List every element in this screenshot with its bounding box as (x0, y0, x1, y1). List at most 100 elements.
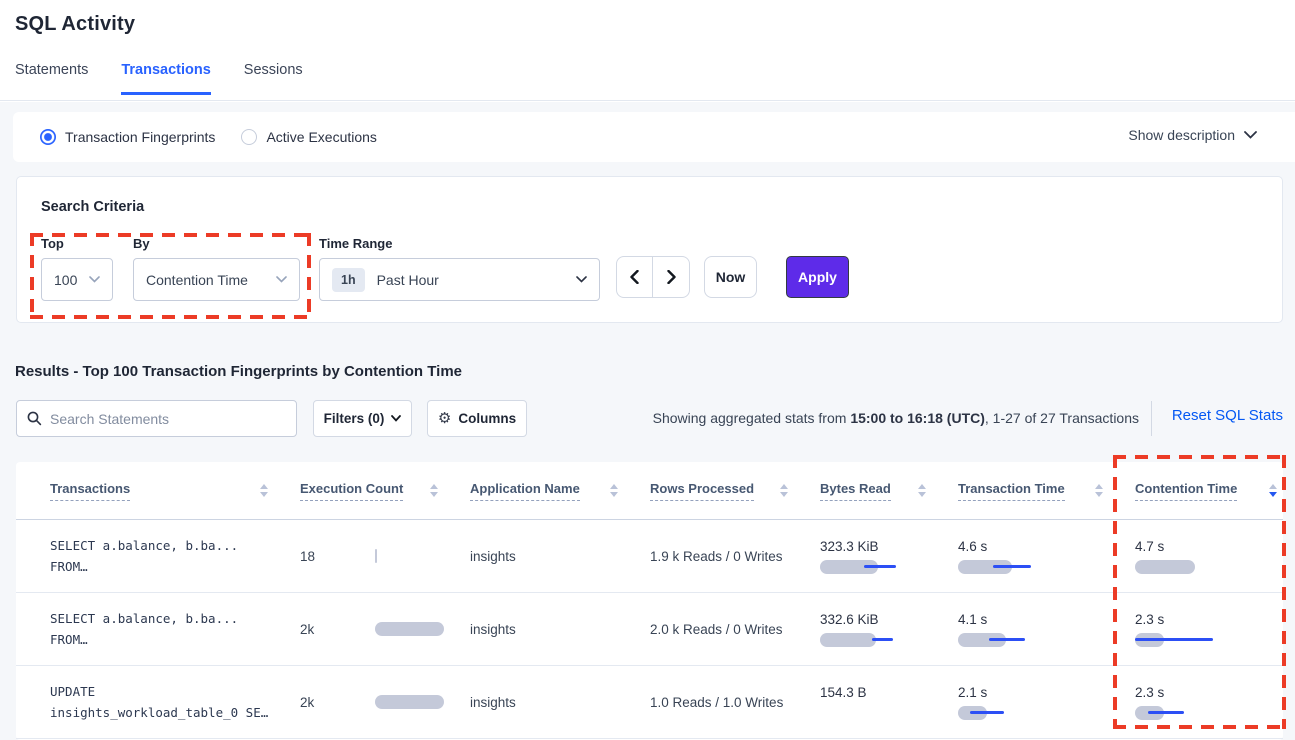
by-select-value: Contention Time (146, 271, 248, 288)
statement-line-1: SELECT a.balance, b.ba... (50, 538, 239, 553)
contention-time-cell-bar-chart (1135, 559, 1283, 574)
sort-icon[interactable] (918, 484, 926, 497)
table-row: SELECT a.balance, b.ba... FROM… 2k insights… (16, 593, 1283, 666)
filters-button[interactable]: Filters (0) (313, 400, 412, 437)
execution-count-cell: 2k (300, 622, 470, 637)
time-range-select[interactable]: 1h Past Hour (319, 258, 600, 301)
tab-transactions[interactable]: Transactions (121, 62, 211, 95)
now-button[interactable]: Now (704, 256, 757, 298)
bytes-read-cell-value: 332.6 KiB (820, 611, 879, 627)
transaction-statement-link[interactable]: UPDATE insights_workload_table_0 SE… (50, 681, 300, 723)
contention-time-cell-value: 2.3 s (1135, 684, 1165, 700)
mean-bar (1135, 559, 1195, 574)
contention-time-cell: 2.3 s (1135, 612, 1283, 647)
gear-icon: ⚙ (437, 410, 452, 427)
chevron-down-icon (89, 276, 100, 283)
sort-icon[interactable] (430, 484, 438, 497)
column-header-execution-count[interactable]: Execution Count (300, 462, 470, 519)
radio-option-label: Transaction Fingerprints (65, 129, 216, 145)
sort-icon[interactable] (1095, 484, 1103, 497)
top-field: Top 100 (41, 236, 113, 301)
time-prev-button[interactable] (617, 257, 653, 297)
stddev-line (864, 564, 896, 568)
transaction-time-cell-bar-chart (958, 705, 1135, 720)
transaction-time-cell-bar-chart (958, 559, 1135, 574)
tab-bar: Statements Transactions Sessions (15, 62, 303, 95)
sort-asc-triangle (918, 484, 926, 489)
column-header-label: Contention Time (1135, 481, 1238, 501)
reset-sql-stats-link[interactable]: Reset SQL Stats (1171, 407, 1283, 424)
transaction-statement-link[interactable]: SELECT a.balance, b.ba... FROM… (50, 608, 300, 650)
statement-line-2: FROM… (50, 632, 88, 647)
radio-option-transaction-fingerprints[interactable]: Transaction Fingerprints (40, 129, 215, 145)
stddev-line (1135, 637, 1213, 641)
sort-desc-triangle (430, 492, 438, 497)
rows-processed-cell: 1.0 Reads / 1.0 Writes (650, 694, 784, 710)
sort-desc-triangle (918, 492, 926, 497)
sort-asc-triangle (260, 484, 268, 489)
time-range-value: Past Hour (376, 271, 439, 288)
statement-line-1: UPDATE (50, 684, 96, 699)
transactions-table: Transactions Execution Count Application N… (16, 462, 1283, 740)
sort-asc-triangle (1095, 484, 1103, 489)
sort-icon[interactable] (610, 484, 618, 497)
top-select[interactable]: 100 (41, 258, 113, 301)
column-header-bytes-read[interactable]: Bytes Read (820, 462, 958, 519)
columns-button[interactable]: ⚙ Columns (427, 400, 527, 437)
by-select[interactable]: Contention Time (133, 258, 300, 301)
column-header-rows-processed[interactable]: Rows Processed (650, 462, 820, 519)
radio-option-label: Active Executions (266, 129, 377, 145)
bytes-read-cell-bar-chart (820, 632, 958, 647)
stats-range: 15:00 to 16:18 (UTC) (850, 410, 985, 426)
execution-count-cell: 18 (300, 549, 470, 564)
apply-button[interactable]: Apply (786, 256, 849, 298)
view-toggle-bar: Transaction Fingerprints Active Execution… (13, 112, 1295, 162)
transaction-statement-link[interactable]: SELECT a.balance, b.ba... FROM… (50, 535, 300, 577)
stddev-line (989, 637, 1025, 641)
column-header-label: Transactions (50, 481, 131, 501)
page-header: SQL Activity Statements Transactions Sessi… (0, 0, 1295, 101)
show-description-toggle[interactable]: Show description (1128, 127, 1257, 143)
search-statements-box (16, 400, 297, 437)
stddev-line (1148, 710, 1184, 714)
application-name-cell: insights (470, 621, 516, 637)
by-field: By Contention Time (133, 236, 300, 301)
sort-icon[interactable] (260, 484, 268, 497)
bytes-read-cell-bar-chart (820, 559, 958, 574)
tab-sessions[interactable]: Sessions (243, 62, 303, 78)
column-header-label: Bytes Read (820, 481, 891, 501)
radio-option-active-executions[interactable]: Active Executions (241, 129, 377, 145)
execution-count-bar (375, 695, 444, 709)
stddev-line (872, 637, 893, 641)
columns-label: Columns (458, 411, 517, 426)
table-row: SELECT a.balance, b.ba... FROM… 18 insights… (16, 520, 1283, 593)
mean-bar (958, 632, 1006, 647)
time-range-stepper (616, 256, 690, 298)
chevron-left-icon (630, 270, 639, 284)
transaction-time-cell: 4.6 s (958, 539, 1135, 574)
column-header-contention-time[interactable]: Contention Time (1135, 462, 1283, 519)
execution-count-bar (375, 622, 444, 636)
sort-icon[interactable] (780, 484, 788, 497)
tab-statements[interactable]: Statements (15, 62, 89, 78)
sort-icon[interactable] (1269, 484, 1277, 497)
column-header-application-name[interactable]: Application Name (470, 462, 650, 519)
sort-desc-triangle (780, 492, 788, 497)
column-header-transaction-time[interactable]: Transaction Time (958, 462, 1135, 519)
transaction-time-cell: 4.1 s (958, 612, 1135, 647)
chevron-right-icon (666, 270, 676, 284)
time-next-button[interactable] (653, 257, 689, 297)
contention-time-cell-value: 2.3 s (1135, 611, 1165, 627)
chevron-down-icon (276, 276, 287, 283)
toolbar-divider (1151, 401, 1152, 436)
radio-group: Transaction Fingerprints Active Execution… (40, 129, 403, 145)
bytes-read-cell: 323.3 KiB (820, 539, 958, 574)
column-header-transactions[interactable]: Transactions (50, 462, 300, 519)
sort-desc-triangle (1269, 492, 1277, 497)
transaction-time-cell-value: 2.1 s (958, 684, 988, 700)
search-statements-input[interactable] (50, 410, 286, 427)
table-header-row: Transactions Execution Count Application N… (16, 462, 1283, 520)
sort-desc-triangle (1095, 492, 1103, 497)
radio-selected-icon (40, 129, 56, 145)
execution-count-value: 2k (300, 621, 315, 637)
